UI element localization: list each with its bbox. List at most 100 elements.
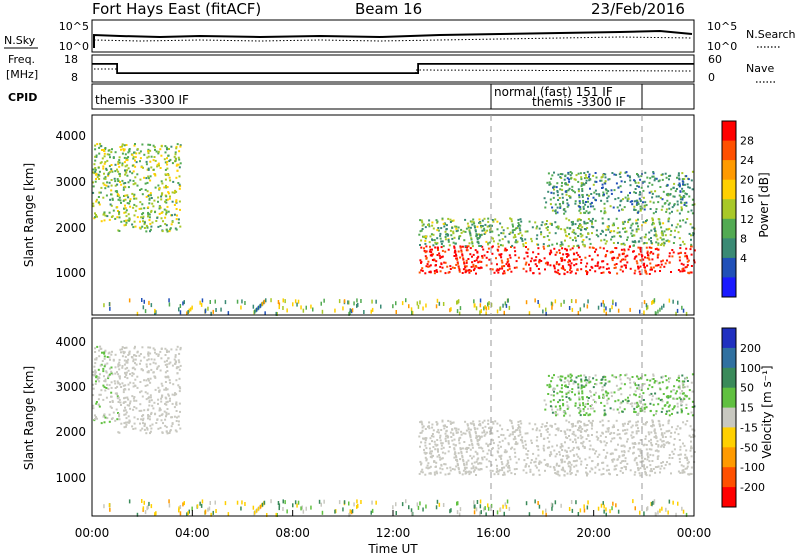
scatter-cell-2-208	[423, 451, 426, 454]
scatter-cell-3-542	[643, 236, 646, 239]
scatter-cell-0-5	[97, 398, 100, 401]
scatter-cell-3-107	[668, 227, 671, 230]
scatter-cell-2-96	[465, 259, 468, 262]
scatter-cell-2-250	[643, 464, 646, 467]
scatter-cell-4-370	[605, 394, 608, 397]
scatter-cell-2-267	[681, 471, 684, 474]
scatter-cell-2-331	[550, 453, 553, 456]
scatter-cell-2-104	[527, 248, 530, 251]
scatter-cell-3-91	[545, 223, 548, 225]
scatter-cell-4-433	[595, 193, 598, 196]
scatter-cell-2-282	[654, 471, 657, 474]
scatter-cell-2-131	[540, 461, 543, 464]
scatter-cell-1-274	[147, 177, 150, 180]
scatter-cell-3-447	[658, 223, 661, 226]
scatter-cell-3-323	[619, 437, 622, 440]
scatter-cell-2-254	[438, 456, 441, 459]
scatter-cell-2-288	[501, 265, 504, 268]
clutter-cell-136	[292, 503, 294, 508]
scatter-cell-2-393	[592, 448, 595, 451]
scatter-cell-1-376	[124, 223, 127, 226]
scatter-cell-1-159	[117, 396, 120, 399]
scatter-cell-2-418	[463, 464, 466, 467]
scatter-cell-4-347	[610, 391, 613, 394]
scatter-cell-3-468	[581, 442, 584, 445]
scatter-cell-1-357	[118, 377, 121, 380]
scatter-cell-3-160	[431, 224, 434, 227]
x-tick-label-4: 16:00	[476, 526, 511, 540]
scatter-cell-1-235	[128, 148, 131, 150]
scatter-cell-4-63	[648, 384, 651, 387]
scatter-cell-3-521	[632, 241, 635, 243]
scatter-cell-3-327	[632, 436, 635, 439]
scatter-cell-4-193	[579, 374, 582, 377]
clutter-cell-180	[210, 311, 212, 316]
scatter-cell-4-302	[564, 376, 567, 379]
scatter-cell-3-47	[444, 236, 447, 238]
x-tick-label-5: 20:00	[576, 526, 611, 540]
scatter-cell-2-407	[447, 271, 450, 274]
scatter-cell-4-280	[620, 190, 623, 193]
scatter-cell-3-309	[494, 420, 497, 423]
scatter-cell-2-418	[429, 245, 431, 248]
scatter-cell-2-112	[455, 257, 458, 260]
scatter-cell-3-438	[477, 442, 480, 445]
scatter-cell-4-262	[566, 407, 569, 410]
scatter-cell-4-37	[577, 390, 580, 393]
scatter-cell-1-22	[177, 221, 180, 224]
scatter-cell-3-364	[497, 444, 500, 447]
clutter-cell-35	[597, 305, 600, 310]
scatter-cell-3-398	[517, 427, 520, 430]
scatter-cell-2-64	[638, 270, 641, 273]
scatter-cell-4-97	[678, 386, 681, 389]
scatter-cell-4-206	[661, 178, 664, 181]
scatter-cell-2-480	[444, 261, 447, 264]
scatter-cell-4-334	[602, 173, 605, 176]
scatter-cell-2-302	[685, 449, 688, 452]
scatter-cell-4-402	[661, 173, 664, 176]
scatter-cell-3-35	[428, 442, 431, 445]
scatter-cell-2-225	[573, 465, 576, 468]
scatter-cell-2-413	[447, 473, 450, 476]
scatter-cell-2-298	[460, 451, 463, 453]
clutter-cell-88	[422, 507, 424, 512]
scatter-cell-3-167	[516, 428, 519, 431]
scatter-cell-2-38	[475, 259, 478, 262]
scatter-cell-2-417	[424, 452, 427, 455]
scatter-cell-3-463	[600, 441, 603, 444]
noise-left-tick-top: 10^5	[59, 20, 89, 33]
scatter-cell-2-67	[497, 447, 500, 450]
scatter-cell-3-271	[572, 245, 575, 248]
scatter-cell-3-161	[615, 419, 618, 422]
scatter-cell-3-442	[610, 431, 613, 434]
scatter-cell-2-503	[633, 473, 636, 476]
scatter-cell-0-0	[104, 389, 107, 392]
noise-right-tick-top: 10^5	[707, 20, 737, 33]
scatter-cell-4-229	[580, 380, 583, 383]
scatter-cell-4-240	[603, 193, 605, 196]
scatter-cell-4-433	[583, 413, 586, 416]
station-title: Fort Hays East (fitACF)	[92, 0, 261, 18]
scatter-cell-1-377	[164, 168, 167, 171]
scatter-cell-0-47	[110, 372, 113, 375]
scatter-cell-4-193	[659, 186, 662, 188]
scatter-cell-4-107	[665, 210, 668, 213]
scatter-cell-4-311	[585, 378, 587, 381]
scatter-cell-2-84	[660, 465, 663, 468]
scatter-cell-1-374	[175, 200, 178, 203]
scatter-cell-3-449	[530, 442, 533, 444]
scatter-cell-0-120	[93, 163, 96, 166]
scatter-cell-2-187	[500, 259, 503, 262]
clutter-cell-69	[435, 505, 438, 510]
scatter-cell-4-306	[543, 399, 546, 402]
scatter-cell-3-250	[452, 432, 455, 435]
scatter-cell-0-108	[92, 383, 94, 386]
scatter-cell-2-299	[513, 266, 516, 269]
scatter-cell-2-261	[681, 270, 684, 273]
clutter-cell-77	[480, 510, 482, 515]
scatter-cell-3-61	[421, 426, 424, 429]
scatter-cell-3-318	[474, 229, 477, 232]
scatter-cell-1-293	[145, 230, 148, 233]
scatter-cell-3-529	[678, 237, 681, 240]
